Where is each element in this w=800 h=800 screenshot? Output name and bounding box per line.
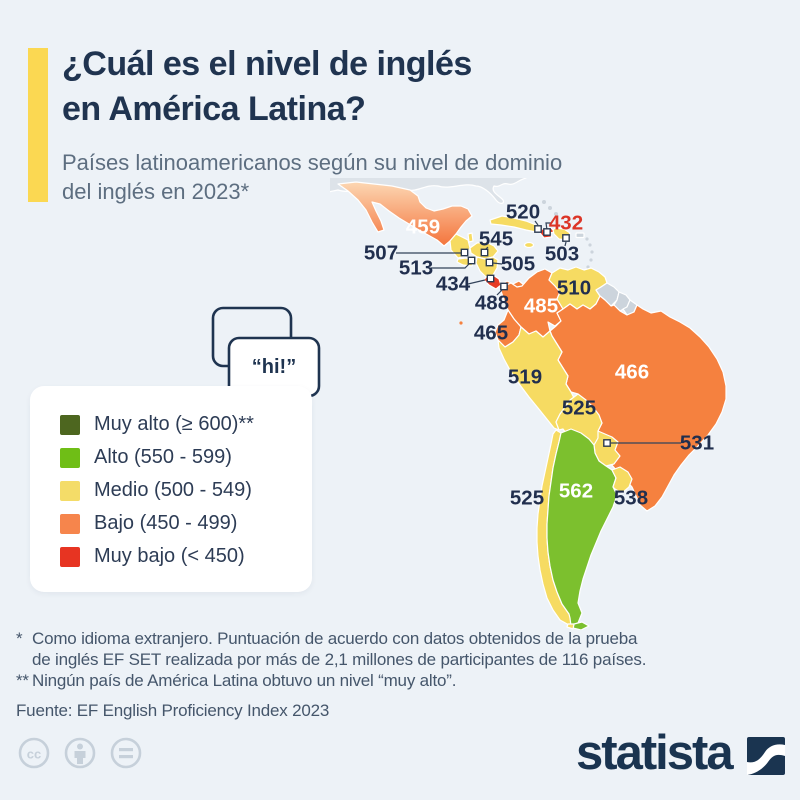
- cc-icon: [18, 737, 50, 769]
- legend-item-1: Alto (550 - 599): [60, 441, 312, 474]
- map-score-label: 466: [615, 361, 649, 384]
- footnote-2-marker: **: [16, 671, 29, 690]
- map-score-label: 510: [557, 277, 591, 300]
- leader-line: [534, 220, 539, 226]
- speech-bubbles: “hi!”: [205, 300, 335, 415]
- map-score-label: 519: [508, 366, 542, 389]
- legend-swatch: [60, 546, 80, 567]
- map-score-label: 432: [549, 212, 583, 235]
- footnote-1-text: Como idioma extranjero. Puntuación de ac…: [32, 629, 647, 669]
- legend-label: Muy alto (≥ 600)**: [94, 413, 254, 435]
- leader-line: [564, 241, 567, 247]
- title-line-1: ¿Cuál es el nivel de inglés: [62, 45, 472, 83]
- map-score-label: 525: [510, 487, 544, 510]
- map-score-label: 545: [479, 228, 513, 251]
- cc-glyph: cc: [27, 747, 41, 762]
- footnote-1-marker: *: [16, 629, 23, 648]
- title-accent-bar: [28, 48, 48, 202]
- leader-line: [496, 289, 503, 296]
- statista-branding: statista: [576, 726, 785, 780]
- source-line: Fuente: EF English Proficiency Index 202…: [16, 701, 330, 720]
- country-puerto-rico: [575, 232, 585, 239]
- legend-swatch: [60, 513, 80, 534]
- legend-swatch: [60, 480, 80, 501]
- map-marker: [486, 274, 495, 283]
- map-score-label: 485: [524, 295, 558, 318]
- legend-item-0: Muy alto (≥ 600)**: [60, 408, 312, 441]
- subtitle-line-2: del inglés en 2023*: [62, 179, 250, 204]
- subtitle-line-1: Países latinoamericanos según su nivel d…: [62, 150, 563, 175]
- attribution-glyph: [74, 743, 86, 764]
- island-tierra-del-fuego-west: [566, 623, 575, 630]
- leader-line: [492, 262, 503, 265]
- legend-swatch: [60, 414, 80, 435]
- islands-galapagos: [459, 321, 463, 325]
- legend-item-4: Muy bajo (< 450): [60, 540, 312, 573]
- map-score-label: 538: [614, 487, 648, 510]
- footnote-2: ** Ningún país de América Latina obtuvo …: [16, 670, 716, 691]
- islands-bahamas: [542, 200, 558, 216]
- legend-label: Medio (500 - 549): [94, 479, 252, 501]
- page-title: ¿Cuál es el nivel de inglés en América L…: [62, 42, 472, 132]
- license-icons: cc: [18, 736, 158, 775]
- map-score-label: 465: [474, 322, 508, 345]
- country-peru: [497, 326, 576, 431]
- attribution-icon: [64, 737, 96, 769]
- legend-label: Alto (550 - 599): [94, 446, 232, 468]
- country-argentina: [546, 428, 618, 627]
- map-score-label: 488: [475, 292, 509, 315]
- statista-logo-icon: [746, 737, 785, 775]
- statista-wordmark: statista: [576, 726, 734, 780]
- map-marker: [500, 282, 508, 291]
- footnote-2-text: Ningún país de América Latina obtuvo un …: [32, 671, 457, 690]
- map-marker: [562, 234, 570, 242]
- latin-america-map: 459 520 432 503 545 507 513 505 434 488 510 485 465 5…: [327, 175, 800, 631]
- map-marker: [603, 439, 611, 447]
- country-belize: [467, 232, 474, 243]
- title-line-2: en América Latina?: [62, 90, 366, 128]
- footnotes: * Como idioma extranjero. Puntuación de …: [16, 628, 716, 721]
- page-subtitle: Países latinoamericanos según su nivel d…: [62, 148, 562, 206]
- map-marker: [480, 248, 489, 257]
- map-marker: [467, 256, 476, 265]
- country-uruguay: [611, 466, 633, 494]
- map-marker: [460, 248, 469, 257]
- map-score-label: 459: [406, 216, 440, 239]
- map-score-label: 434: [436, 273, 471, 296]
- leader-line: [545, 222, 551, 231]
- map-marker: [485, 258, 494, 267]
- country-mexico: [337, 181, 473, 247]
- map-score-label: 507: [364, 242, 398, 265]
- map-score-label: 505: [501, 253, 535, 276]
- legend-item-3: Bajo (450 - 499): [60, 507, 312, 540]
- speech-bubble-text: “hi!”: [252, 356, 296, 378]
- country-jamaica: [523, 241, 535, 249]
- legend-label: Bajo (450 - 499): [94, 512, 238, 534]
- no-derivatives-glyph: [119, 748, 133, 759]
- leader-line: [467, 279, 486, 285]
- leader-line: [431, 262, 471, 269]
- legend-item-2: Medio (500 - 549): [60, 474, 312, 507]
- map-score-label: 562: [559, 480, 593, 503]
- no-derivatives-icon: [110, 737, 142, 769]
- map-marker: [534, 225, 542, 233]
- map-marker: [543, 228, 551, 236]
- map-score-label: 503: [545, 243, 579, 266]
- map-score-label: 531: [680, 432, 714, 455]
- legend-swatch: [60, 447, 80, 468]
- legend-label: Muy bajo (< 450): [94, 545, 245, 567]
- map-legend: Muy alto (≥ 600)** Alto (550 - 599) Medio …: [30, 386, 312, 592]
- map-score-label: 525: [562, 397, 596, 420]
- footnote-1: * Como idioma extranjero. Puntuación de …: [16, 628, 716, 670]
- map-score-label: 520: [506, 201, 540, 224]
- map-score-label: 513: [399, 257, 433, 280]
